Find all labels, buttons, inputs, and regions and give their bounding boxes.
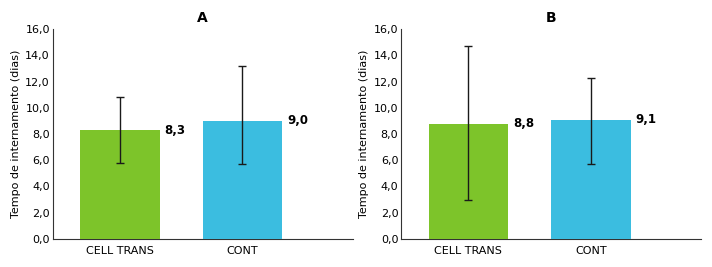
Bar <box>429 124 508 239</box>
Title: A: A <box>197 11 208 25</box>
Y-axis label: Tempo de internamento (dias): Tempo de internamento (dias) <box>360 50 370 218</box>
Y-axis label: Tempo de internamento (dias): Tempo de internamento (dias) <box>11 50 21 218</box>
Text: 8,3: 8,3 <box>164 124 186 136</box>
Bar <box>80 130 159 239</box>
Bar <box>203 121 282 239</box>
Text: 9,1: 9,1 <box>635 113 656 126</box>
Title: B: B <box>545 11 556 25</box>
Text: 8,8: 8,8 <box>513 117 534 130</box>
Bar <box>551 120 631 239</box>
Text: 9,0: 9,0 <box>287 114 308 127</box>
